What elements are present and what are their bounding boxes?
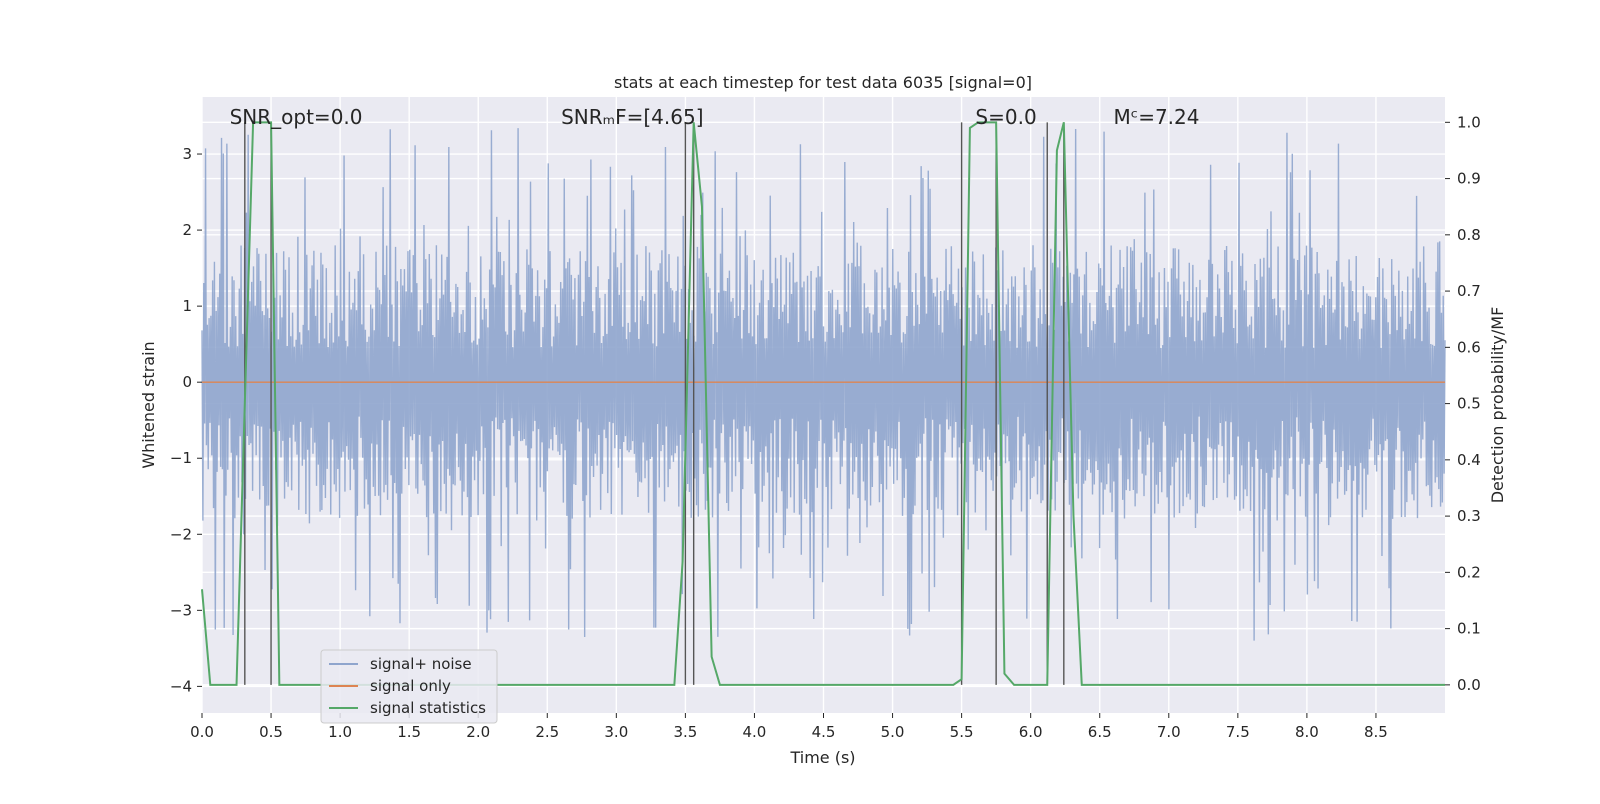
y-tick-label-right: 1.0 [1457, 113, 1481, 131]
y-tick-label-left: −2 [170, 525, 192, 543]
legend: signal+ noise signal only signal statist… [321, 650, 497, 723]
y-tick-label-right: 0.2 [1457, 563, 1481, 581]
y-tick-label-left: 1 [182, 297, 192, 315]
x-tick-label: 3.0 [604, 723, 628, 741]
y-tick-label-left: 3 [182, 145, 192, 163]
legend-label-signal-statistics: signal statistics [370, 699, 486, 717]
y-tick-label-right: 0.4 [1457, 451, 1481, 469]
x-tick-label: 6.5 [1088, 723, 1112, 741]
y-tick-label-right: 0.7 [1457, 282, 1481, 300]
legend-label-signal-noise: signal+ noise [370, 655, 472, 673]
y-tick-label-right: 0.5 [1457, 395, 1481, 413]
y-axis-label-left: Whitened strain [139, 341, 158, 468]
x-tick-label: 8.5 [1364, 723, 1388, 741]
legend-label-signal-only: signal only [370, 677, 451, 695]
x-tick-label: 4.5 [812, 723, 836, 741]
y-tick-label-left: −3 [170, 601, 192, 619]
x-tick-label: 5.5 [950, 723, 974, 741]
x-tick-label: 2.0 [466, 723, 490, 741]
y-tick-label-right: 0.9 [1457, 170, 1481, 188]
x-tick-label: 8.0 [1295, 723, 1319, 741]
x-tick-label: 0.0 [190, 723, 214, 741]
x-tick-label: 0.5 [259, 723, 283, 741]
stat-annotation: S=0.0 [975, 105, 1036, 129]
x-tick-label: 1.0 [328, 723, 352, 741]
x-tick-label: 1.5 [397, 723, 421, 741]
stat-annotation: Mᶜ=7.24 [1114, 105, 1200, 129]
x-tick-label: 7.0 [1157, 723, 1181, 741]
x-axis-label: Time (s) [789, 748, 855, 767]
y-tick-label-right: 0.3 [1457, 507, 1481, 525]
y-tick-label-left: 0 [182, 373, 192, 391]
x-tick-label: 2.5 [535, 723, 559, 741]
y-tick-label-left: −4 [170, 677, 192, 695]
y-tick-label-right: 0.6 [1457, 338, 1481, 356]
stat-annotation: SNRₘF=[4.65] [561, 105, 703, 129]
y-tick-label-right: 0.1 [1457, 620, 1481, 638]
stat-annotation: SNR_opt=0.0 [230, 105, 363, 129]
y-tick-label-left: 2 [182, 221, 192, 239]
chart-title: stats at each timestep for test data 603… [614, 73, 1032, 92]
x-tick-label: 6.0 [1019, 723, 1043, 741]
x-tick-label: 3.5 [673, 723, 697, 741]
x-tick-label: 7.5 [1226, 723, 1250, 741]
y-tick-label-left: −1 [170, 449, 192, 467]
y-axis-label-right: Detection probability/MF [1488, 307, 1507, 504]
y-tick-label-right: 0.8 [1457, 226, 1481, 244]
x-tick-label: 4.0 [743, 723, 767, 741]
y-tick-label-right: 0.0 [1457, 676, 1481, 694]
x-tick-label: 5.0 [881, 723, 905, 741]
